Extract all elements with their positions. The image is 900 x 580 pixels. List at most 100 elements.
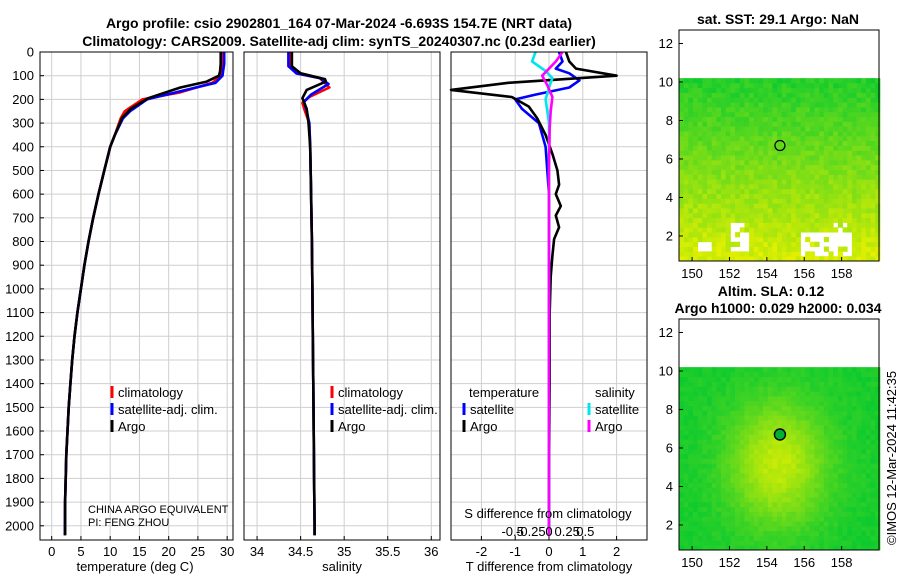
heatmap-cell [786,78,792,84]
heatmap-cell [697,386,703,392]
heatmap-cell [749,434,755,440]
heatmap-cell [875,516,881,522]
heatmap-cell [800,530,806,536]
heatmap-cell [730,487,736,493]
heatmap-cell [814,439,820,445]
heatmap-cell [786,371,792,378]
heatmap-cell [721,458,727,464]
heatmap-cell [725,92,731,98]
heatmap-cell [739,521,745,527]
heatmap-cell [837,131,843,137]
heatmap-cell [833,121,839,127]
heatmap-cell [763,78,769,84]
heatmap-cell [693,145,699,151]
heatmap-cell [828,87,834,93]
heatmap-cell [711,458,717,464]
heatmap-cell [819,429,825,435]
heatmap-cell [688,458,694,464]
heatmap-cell [744,463,750,469]
heatmap-cell [795,482,801,488]
heatmap-cell [693,444,699,450]
heatmap-cell [800,439,806,445]
heatmap-cell [707,107,713,113]
heatmap-cell [711,525,717,532]
heatmap-cell [819,367,825,373]
heatmap-cell [865,424,871,431]
heatmap-cell [693,102,699,108]
heatmap-cell [707,391,713,397]
heatmap-cell [739,212,745,219]
heatmap-cell [814,386,820,392]
heatmap-cell [730,545,736,551]
heatmap-cell [758,415,764,421]
heatmap-cell [819,463,825,469]
heatmap-cell [716,420,722,426]
heatmap-cell [875,400,881,407]
heatmap-cell [865,92,871,98]
heatmap-cell [870,217,876,223]
heatmap-cell [735,487,741,493]
heatmap-cell [763,477,769,484]
heatmap-cell [805,386,811,392]
heatmap-cell [683,497,689,503]
heatmap-cell [847,468,853,474]
heatmap-cell [749,521,755,527]
heatmap-cell [819,227,825,233]
heatmap-cell [851,396,857,402]
heatmap-cell [861,439,867,445]
heatmap-cell [749,184,755,190]
heatmap-cell [800,169,806,175]
heatmap-cell [851,405,857,411]
heatmap-cell [809,497,815,503]
heatmap-cell [875,135,881,142]
heatmap-cell [842,376,848,382]
heatmap-cell [763,203,769,209]
heatmap-cell [833,458,839,464]
heatmap-cell [800,540,806,546]
heatmap-cell [767,227,773,233]
heatmap-cell [847,424,853,431]
heatmap-cell [777,516,783,522]
heatmap-cell [683,179,689,185]
heatmap-cell [697,511,703,517]
heatmap-cell [772,169,778,175]
heatmap-cell [795,198,801,204]
heatmap-cell [814,497,820,503]
heatmap-cell [842,424,848,431]
heatmap-cell [870,400,876,407]
heatmap-cell [744,227,750,233]
heatmap-cell [730,463,736,469]
heatmap-cell [739,477,745,484]
heatmap-cell [833,92,839,98]
heatmap-cell [847,376,853,382]
heatmap-cell [679,251,685,257]
heatmap-cell [735,434,741,440]
heatmap-cell [809,415,815,421]
heatmap-cell [683,102,689,108]
heatmap-cell [865,193,871,199]
heatmap-cell [828,97,834,103]
heatmap-cell [772,521,778,527]
heatmap-cell [772,501,778,508]
heatmap-cell [758,131,764,137]
heatmap-cell [730,92,736,98]
heatmap-cell [856,236,862,243]
heatmap-cell [786,203,792,209]
heatmap-cell [814,150,820,156]
heatmap-cell [721,169,727,175]
heatmap-cell [688,439,694,445]
heatmap-cell [763,376,769,382]
heatmap-cell [865,463,871,469]
heatmap-cell [744,184,750,190]
heatmap-cell [814,212,820,219]
heatmap-cell [837,251,843,257]
heatmap-cell [837,386,843,392]
heatmap-cell [875,540,881,546]
heatmap-cell [870,232,876,238]
heatmap-cell [688,164,694,170]
heatmap-cell [683,251,689,257]
heatmap-cell [870,506,876,512]
heatmap-cell [870,236,876,243]
heatmap-cell [763,145,769,151]
